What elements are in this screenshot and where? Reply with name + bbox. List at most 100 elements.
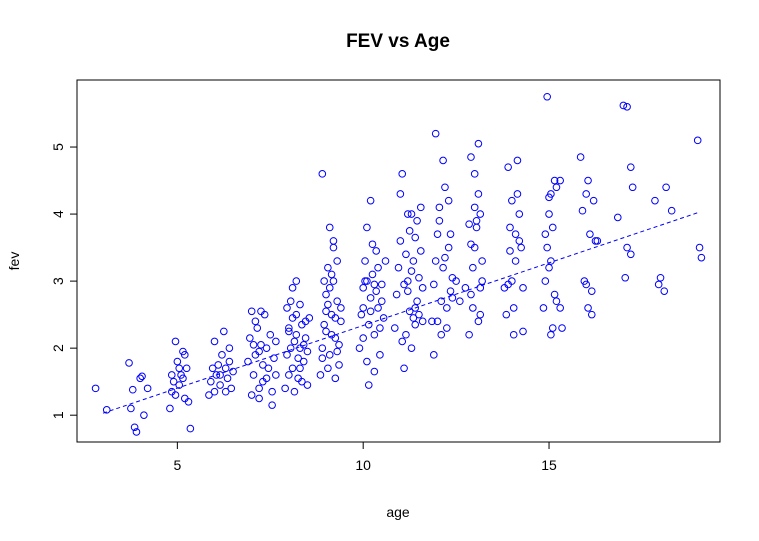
data-point xyxy=(502,310,511,319)
data-point xyxy=(381,257,390,265)
data-point xyxy=(370,367,379,376)
data-point xyxy=(376,324,384,332)
data-point xyxy=(541,277,550,285)
data-point xyxy=(613,213,622,222)
data-point xyxy=(413,216,421,225)
data-point xyxy=(441,253,449,262)
data-point xyxy=(431,257,440,265)
data-point xyxy=(441,183,449,192)
data-point xyxy=(208,364,217,373)
data-point xyxy=(470,203,479,212)
data-point xyxy=(474,190,483,198)
data-point xyxy=(506,247,514,255)
data-point xyxy=(433,317,442,326)
data-point xyxy=(333,347,341,356)
data-point xyxy=(288,284,297,292)
data-point xyxy=(405,307,414,316)
data-point xyxy=(430,280,438,289)
data-point xyxy=(244,357,252,366)
data-point xyxy=(431,129,440,138)
data-point xyxy=(372,247,380,255)
data-point xyxy=(415,310,423,319)
data-point xyxy=(270,354,278,363)
data-point xyxy=(335,361,343,369)
data-point xyxy=(430,351,438,359)
x-axis: 5 10 15 xyxy=(173,441,557,473)
data-point xyxy=(478,277,486,285)
data-point xyxy=(476,310,485,319)
data-point xyxy=(223,374,232,383)
data-point xyxy=(366,294,375,302)
data-point xyxy=(513,190,522,198)
data-point xyxy=(472,216,481,225)
data-point xyxy=(452,277,460,285)
data-point xyxy=(368,270,377,279)
data-point xyxy=(249,371,258,379)
data-point xyxy=(398,170,407,178)
data-point xyxy=(545,210,553,218)
data-point xyxy=(268,387,276,396)
data-point xyxy=(221,387,230,396)
data-point xyxy=(582,190,590,198)
data-point xyxy=(249,340,258,349)
data-point xyxy=(418,284,427,292)
data-point xyxy=(102,406,111,414)
data-point xyxy=(331,374,340,383)
data-point xyxy=(626,250,635,259)
data-point xyxy=(359,284,367,292)
data-points xyxy=(91,92,706,436)
data-point xyxy=(417,247,425,255)
data-point xyxy=(411,320,420,329)
data-point xyxy=(403,287,412,295)
data-point xyxy=(283,351,291,359)
data-point xyxy=(437,297,446,306)
data-point xyxy=(619,101,628,110)
data-point xyxy=(370,330,379,339)
data-point xyxy=(251,317,260,326)
data-point xyxy=(550,290,559,299)
data-point xyxy=(469,304,477,312)
data-point xyxy=(374,263,382,272)
data-point xyxy=(216,381,224,389)
data-point xyxy=(550,176,559,185)
data-point xyxy=(292,330,301,339)
x-tick-label: 5 xyxy=(173,457,181,473)
data-point xyxy=(286,297,295,306)
data-point xyxy=(246,334,254,342)
data-point xyxy=(396,237,405,245)
data-point xyxy=(693,136,702,145)
data-point xyxy=(392,290,401,299)
y-tick-label: 3 xyxy=(50,277,66,285)
data-point xyxy=(506,223,514,232)
data-point xyxy=(299,357,308,366)
data-point xyxy=(667,206,676,215)
data-point xyxy=(626,163,635,171)
data-point xyxy=(411,233,420,242)
data-point xyxy=(303,347,312,356)
data-point xyxy=(515,210,524,218)
data-point xyxy=(136,374,144,383)
data-point xyxy=(184,397,193,406)
data-point xyxy=(403,210,412,218)
data-point xyxy=(461,284,470,292)
data-point xyxy=(363,277,371,285)
data-point xyxy=(509,330,518,339)
data-point xyxy=(132,428,141,436)
data-point xyxy=(402,330,410,339)
data-point xyxy=(182,364,191,373)
data-point xyxy=(262,344,271,352)
data-point xyxy=(576,153,585,161)
data-point xyxy=(500,284,509,292)
data-point xyxy=(465,220,473,228)
data-point xyxy=(623,103,631,111)
data-point xyxy=(543,92,551,101)
data-point xyxy=(264,364,273,373)
data-point xyxy=(695,243,704,252)
data-point xyxy=(294,354,302,363)
data-point xyxy=(654,280,663,289)
data-point xyxy=(368,240,377,249)
data-point xyxy=(407,267,416,275)
data-point xyxy=(418,317,427,326)
data-point xyxy=(417,203,425,212)
data-point xyxy=(166,404,174,413)
